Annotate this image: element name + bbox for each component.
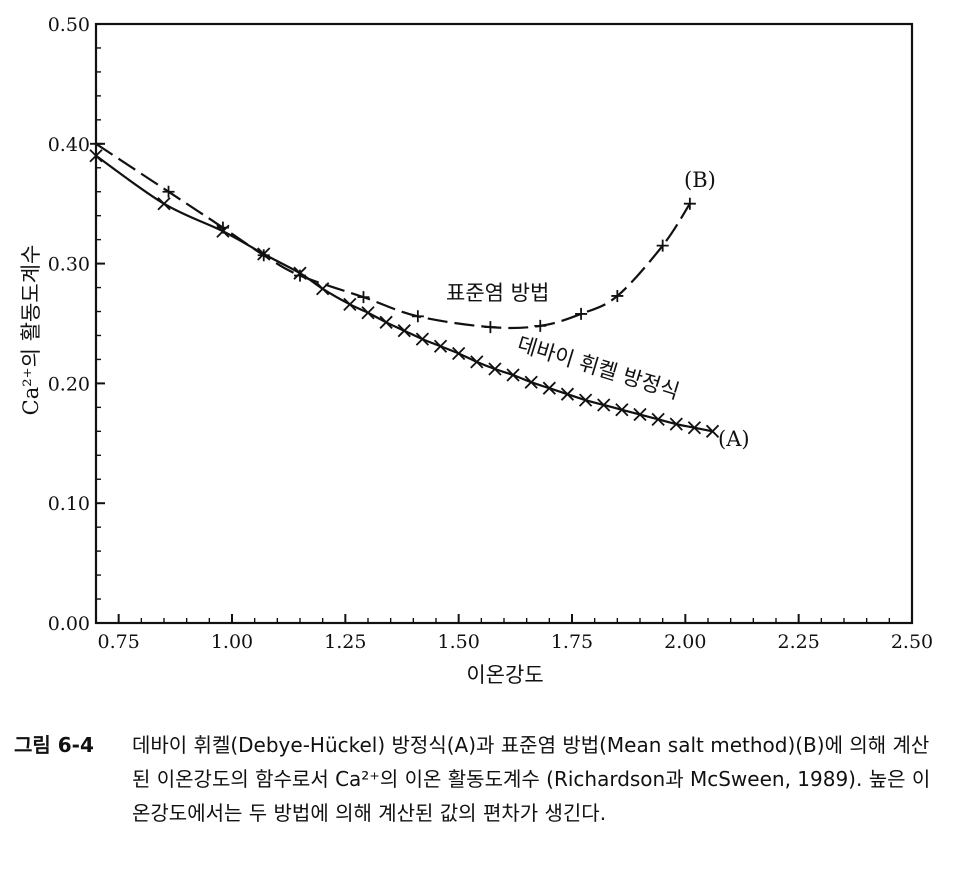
series-a-point <box>560 387 575 401</box>
series-b-point <box>683 197 696 210</box>
series-a-point <box>651 412 665 426</box>
series-a-point <box>89 149 103 163</box>
series-a-point <box>157 197 171 211</box>
series-a-debye-huckel <box>89 149 720 438</box>
x-tick-label: 2.00 <box>664 631 706 653</box>
series-a-point <box>524 375 538 389</box>
series-a-curve-label: 데바이 휘켈 방정식 <box>515 332 683 404</box>
x-tick-label: 0.75 <box>98 631 140 653</box>
caption-text: 데바이 휘켈(Debye-Hückel) 방정식(A)과 표준염 방법(Mean… <box>132 733 931 825</box>
x-tick-label: 1.50 <box>438 631 480 653</box>
y-axis-title: Ca²⁺의 활동도계수 <box>19 245 43 416</box>
series-a-point <box>433 339 448 353</box>
series-a-end-label: (A) <box>718 427 750 451</box>
series-a-point <box>597 398 611 412</box>
y-tick-label: 0.10 <box>48 493 90 515</box>
x-axis: 0.75 1.00 1.25 1.50 1.75 2.00 2.25 2.50 <box>98 614 933 653</box>
activity-coefficient-chart: 0.00 0.10 0.20 0.30 0.40 0.50 0.75 1.00 1.25 1.5… <box>19 14 933 687</box>
y-tick-label: 0.30 <box>48 254 90 276</box>
y-axis: 0.00 0.10 0.20 0.30 0.40 0.50 <box>48 14 105 635</box>
series-a-point <box>542 381 556 395</box>
series-a-point <box>578 393 593 407</box>
x-tick-label: 2.25 <box>778 631 820 653</box>
series-b-point <box>162 185 175 198</box>
series-b-point <box>357 291 370 304</box>
series-b-point <box>575 307 588 320</box>
series-b-point <box>216 221 229 234</box>
series-b-point <box>656 239 669 252</box>
x-axis-title: 이온강도 <box>466 663 543 687</box>
series-a-point <box>379 315 393 329</box>
series-a-point <box>615 403 629 417</box>
series-a-point <box>488 362 502 376</box>
plot-frame <box>94 22 914 625</box>
series-a-point <box>452 346 466 361</box>
series-b-point <box>411 310 424 323</box>
caption-label: 그림 6-4 <box>14 733 94 757</box>
series-b-point <box>534 319 547 332</box>
x-tick-label: 1.00 <box>211 631 253 653</box>
x-tick-label: 2.50 <box>891 631 933 653</box>
x-tick-label: 1.25 <box>324 631 366 653</box>
series-a-point <box>669 417 683 431</box>
series-a-point <box>415 332 430 346</box>
series-a-point <box>470 355 484 369</box>
y-tick-label: 0.50 <box>48 14 90 36</box>
y-tick-label: 0.40 <box>48 134 90 156</box>
series-b-curve-label: 표준염 방법 <box>446 281 549 305</box>
x-tick-label: 1.75 <box>551 631 593 653</box>
series-a-point <box>397 324 411 338</box>
series-b-point <box>90 137 102 150</box>
series-a-point <box>506 368 520 382</box>
plot-border <box>94 22 914 625</box>
series-b-point <box>611 289 624 302</box>
series-b-line <box>95 142 691 330</box>
y-tick-label: 0.20 <box>48 373 90 395</box>
series-b-point <box>294 269 306 282</box>
series-b-mean-salt <box>90 137 696 334</box>
y-tick-label: 0.00 <box>48 613 90 635</box>
series-a-point <box>633 407 647 422</box>
series-a-point <box>687 421 702 435</box>
figure-caption: 그림 6-4 데바이 휘켈(Debye-Hückel) 방정식(A)과 표준염 … <box>14 728 944 830</box>
series-a-point <box>705 424 720 438</box>
series-b-point <box>484 321 497 334</box>
series-b-end-label: (B) <box>684 168 716 192</box>
series-b-point <box>257 249 270 262</box>
series-a-point <box>361 306 375 320</box>
series-a-point <box>343 297 357 311</box>
